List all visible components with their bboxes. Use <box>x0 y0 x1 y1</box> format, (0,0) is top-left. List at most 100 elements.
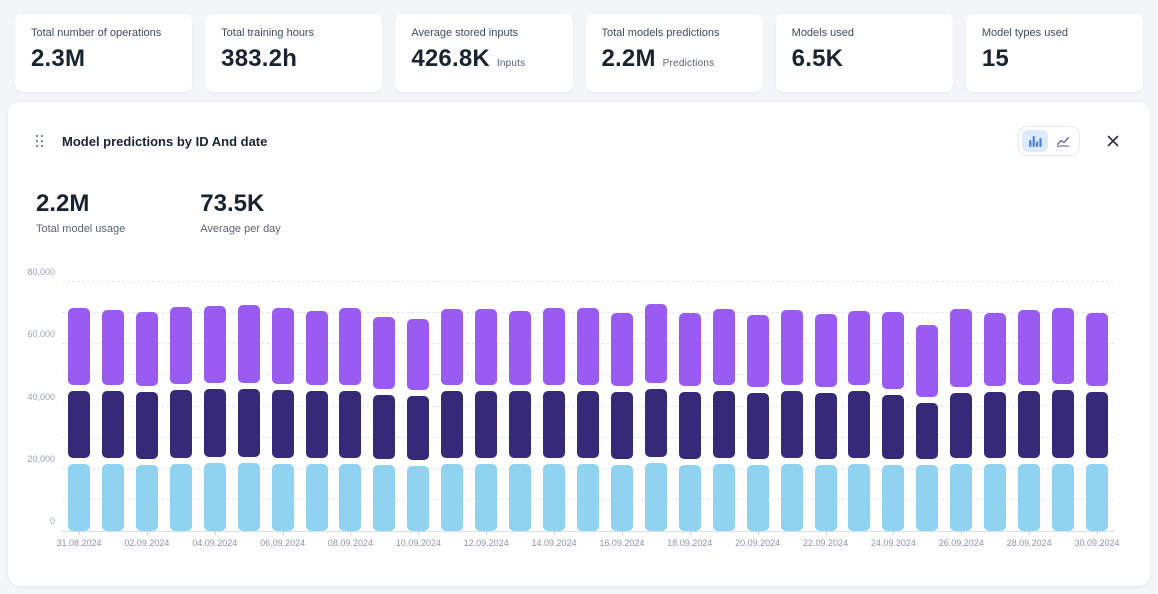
stacked-bar[interactable] <box>441 282 464 531</box>
stacked-bar[interactable] <box>916 282 939 531</box>
top-segment[interactable] <box>169 306 192 384</box>
top-segment[interactable] <box>441 309 464 385</box>
middle-segment[interactable] <box>746 393 769 459</box>
stacked-bar[interactable] <box>407 282 430 531</box>
line-chart-toggle-button[interactable] <box>1050 130 1076 152</box>
bottom-segment[interactable] <box>135 464 158 531</box>
top-segment[interactable] <box>543 308 566 385</box>
middle-segment[interactable] <box>916 402 939 459</box>
stacked-bar[interactable] <box>848 282 871 531</box>
stacked-bar[interactable] <box>68 282 90 531</box>
middle-segment[interactable] <box>135 391 158 459</box>
middle-segment[interactable] <box>814 393 837 459</box>
bottom-segment[interactable] <box>475 463 498 531</box>
bottom-segment[interactable] <box>543 463 566 531</box>
top-segment[interactable] <box>1052 307 1075 385</box>
bottom-segment[interactable] <box>712 463 735 531</box>
bottom-segment[interactable] <box>577 463 599 531</box>
bottom-segment[interactable] <box>305 464 328 531</box>
top-segment[interactable] <box>68 308 90 385</box>
middle-segment[interactable] <box>678 392 701 459</box>
top-segment[interactable] <box>916 324 939 397</box>
bottom-segment[interactable] <box>68 463 90 531</box>
stacked-bar[interactable] <box>339 282 362 531</box>
top-segment[interactable] <box>746 315 769 388</box>
bottom-segment[interactable] <box>1052 463 1075 531</box>
middle-segment[interactable] <box>848 391 871 459</box>
stacked-bar[interactable] <box>509 282 532 531</box>
stacked-bar[interactable] <box>271 282 294 531</box>
middle-segment[interactable] <box>475 390 498 458</box>
top-segment[interactable] <box>237 305 260 383</box>
stacked-bar[interactable] <box>101 282 124 531</box>
middle-segment[interactable] <box>543 390 566 458</box>
stacked-bar[interactable] <box>1086 282 1108 531</box>
top-segment[interactable] <box>678 312 701 387</box>
middle-segment[interactable] <box>780 391 803 459</box>
stacked-bar[interactable] <box>984 282 1007 531</box>
middle-segment[interactable] <box>237 388 260 458</box>
bottom-segment[interactable] <box>814 464 837 531</box>
middle-segment[interactable] <box>203 389 226 458</box>
stacked-bar[interactable] <box>135 282 158 531</box>
middle-segment[interactable] <box>373 394 396 460</box>
stacked-bar[interactable] <box>543 282 566 531</box>
top-segment[interactable] <box>814 314 837 388</box>
bottom-segment[interactable] <box>882 464 905 531</box>
stacked-bar[interactable] <box>203 282 226 531</box>
bottom-segment[interactable] <box>237 463 260 531</box>
stacked-bar[interactable] <box>712 282 735 531</box>
middle-segment[interactable] <box>610 392 633 459</box>
top-segment[interactable] <box>373 316 396 389</box>
bottom-segment[interactable] <box>950 463 973 531</box>
stacked-bar[interactable] <box>237 282 260 531</box>
middle-segment[interactable] <box>1052 390 1075 458</box>
bottom-segment[interactable] <box>339 463 362 531</box>
drag-handle-icon[interactable] <box>36 134 44 148</box>
bottom-segment[interactable] <box>101 464 124 531</box>
stacked-bar[interactable] <box>577 282 599 531</box>
stacked-bar[interactable] <box>814 282 837 531</box>
top-segment[interactable] <box>577 308 599 385</box>
bottom-segment[interactable] <box>916 464 939 531</box>
top-segment[interactable] <box>407 319 430 390</box>
middle-segment[interactable] <box>407 395 430 460</box>
top-segment[interactable] <box>135 312 158 386</box>
stacked-bar[interactable] <box>950 282 973 531</box>
bottom-segment[interactable] <box>746 464 769 531</box>
bottom-segment[interactable] <box>848 464 871 531</box>
middle-segment[interactable] <box>441 390 464 458</box>
bottom-segment[interactable] <box>644 463 667 531</box>
top-segment[interactable] <box>882 311 905 389</box>
middle-segment[interactable] <box>339 390 362 458</box>
middle-segment[interactable] <box>1086 391 1108 459</box>
middle-segment[interactable] <box>509 391 532 459</box>
bottom-segment[interactable] <box>441 463 464 531</box>
middle-segment[interactable] <box>68 390 90 458</box>
middle-segment[interactable] <box>882 394 905 459</box>
bottom-segment[interactable] <box>203 463 226 531</box>
top-segment[interactable] <box>509 310 532 386</box>
stacked-bar[interactable] <box>169 282 192 531</box>
middle-segment[interactable] <box>950 393 973 458</box>
top-segment[interactable] <box>848 311 871 386</box>
middle-segment[interactable] <box>712 390 735 458</box>
bottom-segment[interactable] <box>610 464 633 531</box>
top-segment[interactable] <box>203 305 226 384</box>
bar-chart-toggle-button[interactable] <box>1022 130 1048 152</box>
bottom-segment[interactable] <box>1018 463 1041 531</box>
middle-segment[interactable] <box>577 390 599 458</box>
bottom-segment[interactable] <box>1086 464 1108 531</box>
stacked-bar[interactable] <box>644 282 667 531</box>
top-segment[interactable] <box>984 312 1007 386</box>
bottom-segment[interactable] <box>984 464 1007 531</box>
top-segment[interactable] <box>271 307 294 385</box>
stacked-bar[interactable] <box>610 282 633 531</box>
middle-segment[interactable] <box>169 389 192 458</box>
stacked-bar[interactable] <box>746 282 769 531</box>
top-segment[interactable] <box>339 308 362 385</box>
top-segment[interactable] <box>950 309 973 388</box>
bottom-segment[interactable] <box>271 463 294 531</box>
top-segment[interactable] <box>475 309 498 385</box>
stacked-bar[interactable] <box>305 282 328 531</box>
